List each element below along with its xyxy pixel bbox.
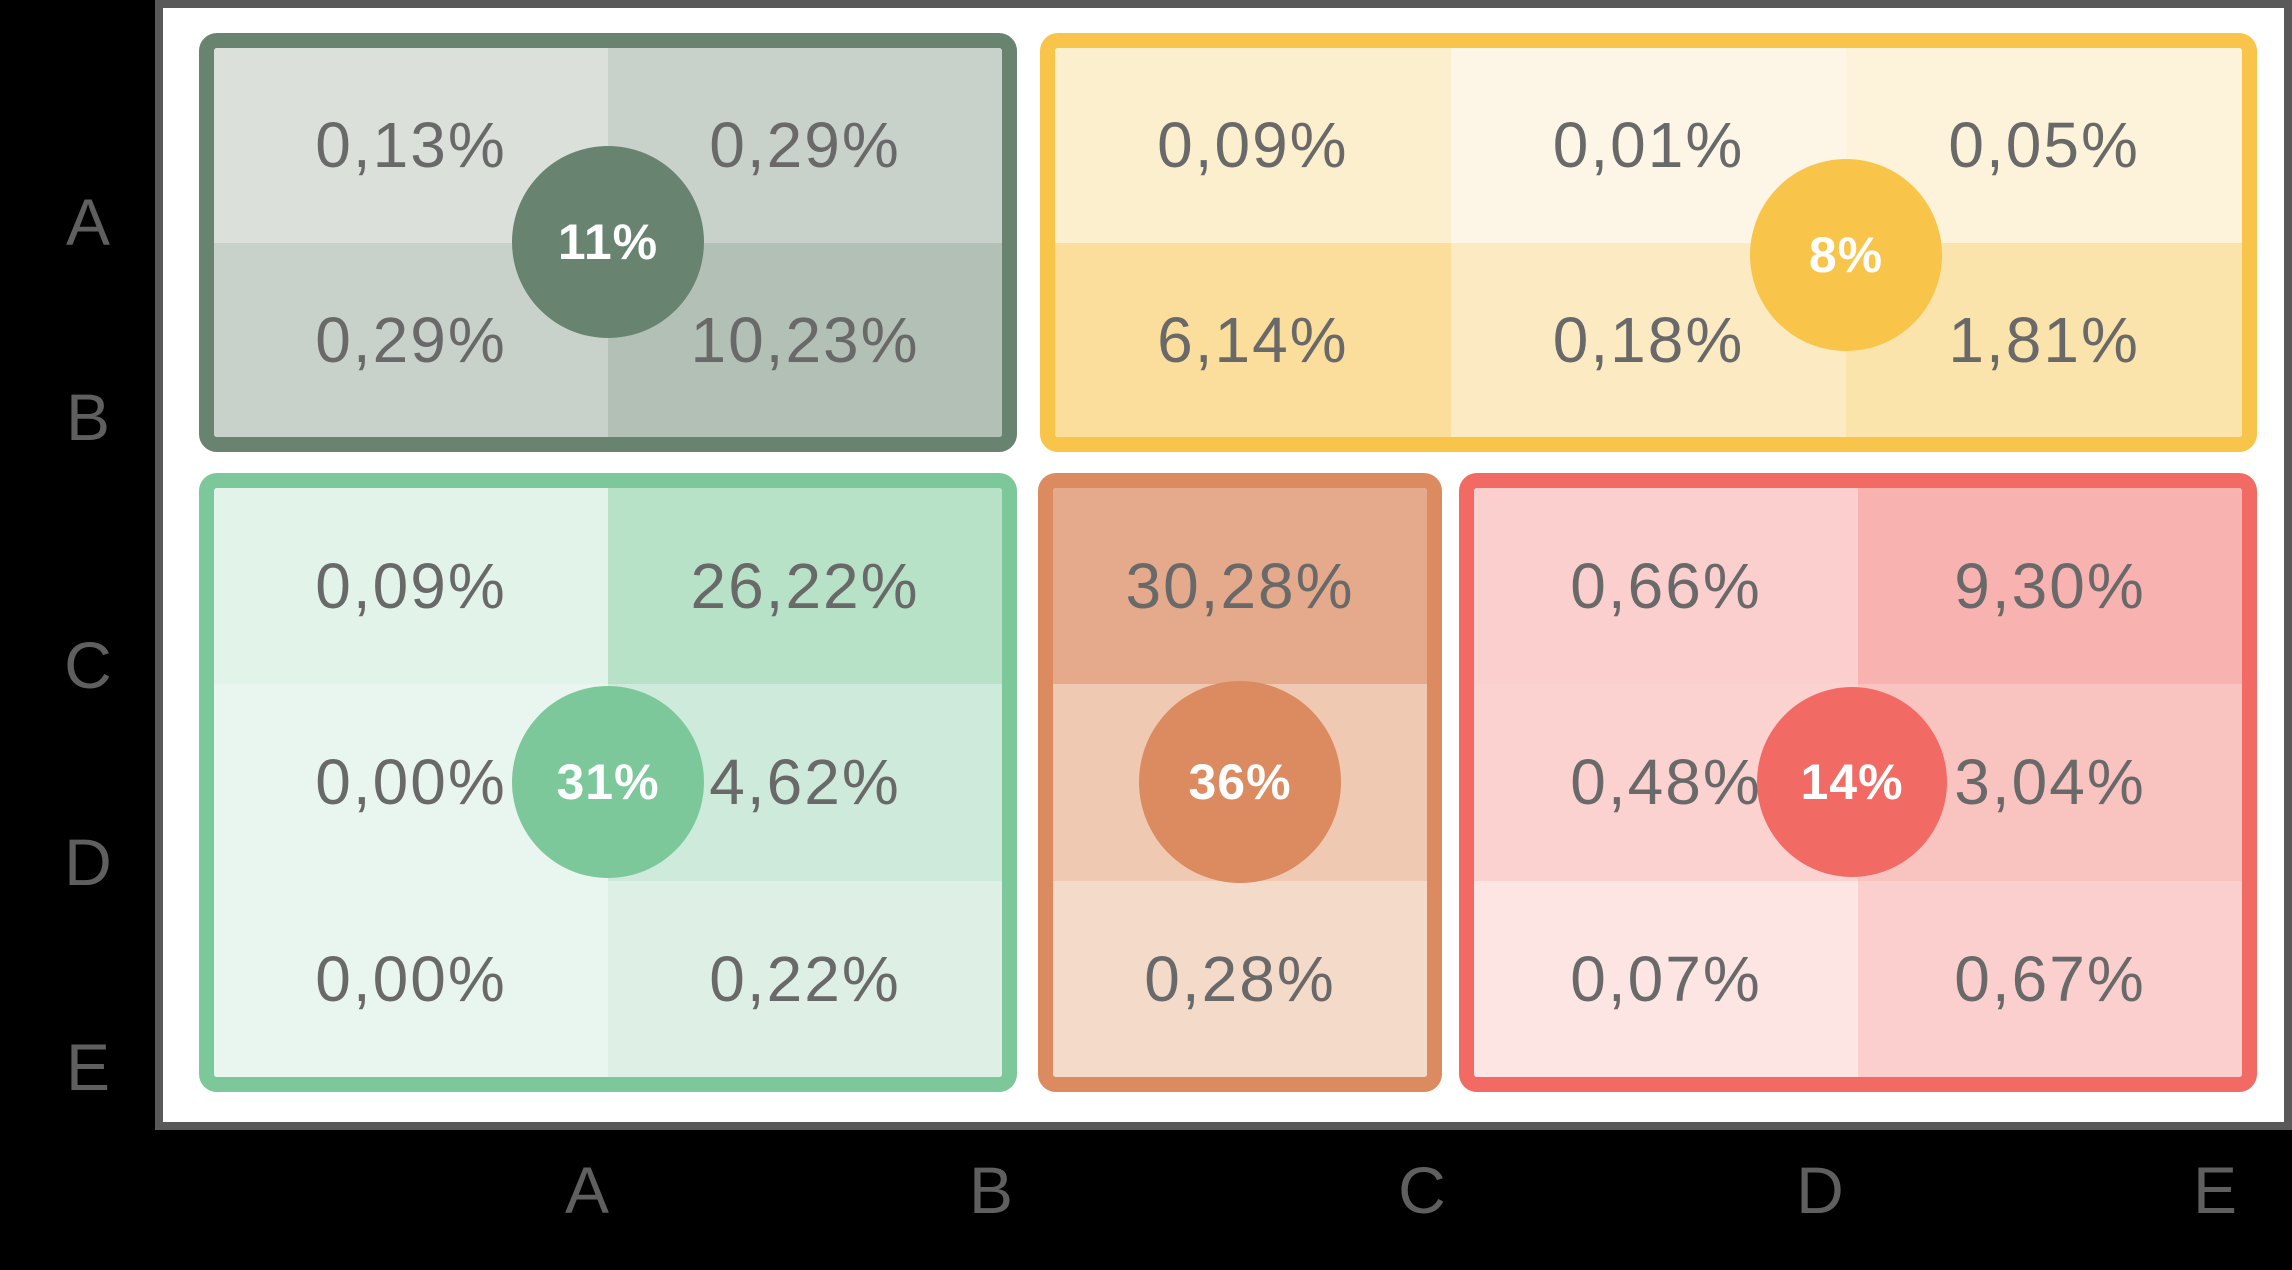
y-axis-label: E [65, 1030, 111, 1104]
group-total-label: 11% [557, 214, 659, 270]
matrix-cell: 0,00% [214, 880, 608, 1077]
matrix-cell: 30,28% [1053, 488, 1427, 685]
x-axis-label: A [564, 1153, 610, 1227]
matrix-cell: 0,07% [1474, 880, 1858, 1077]
group-total-bubble: 31% [512, 686, 704, 878]
matrix-group-top-right: 0,09% 0,01% 0,05% 6,14% 0,18% 1,81% [1040, 33, 2257, 452]
matrix-cell: 1,81% [1846, 242, 2242, 437]
x-axis-label: B [968, 1153, 1014, 1227]
matrix-cell: 9,30% [1858, 488, 2242, 685]
matrix-cell: 26,22% [608, 488, 1002, 685]
y-axis-label: C [64, 628, 112, 702]
y-axis-label: D [64, 825, 112, 899]
group-total-bubble: 36% [1139, 681, 1341, 883]
matrix-cell: 0,09% [1055, 48, 1451, 243]
matrix-cell: 0,09% [214, 488, 608, 685]
x-axis-label: E [2192, 1153, 2238, 1227]
group-total-label: 8% [1808, 227, 1884, 283]
y-axis-label: A [65, 185, 111, 259]
group-total-label: 14% [1800, 754, 1904, 810]
matrix-cell: 0,22% [608, 880, 1002, 1077]
x-axis-label: D [1796, 1153, 1844, 1227]
group-total-label: 36% [1188, 754, 1292, 810]
y-axis-label: B [65, 380, 111, 454]
group-total-label: 31% [556, 754, 660, 810]
group-total-bubble: 8% [1750, 159, 1942, 351]
matrix-cell: 0,05% [1846, 48, 2242, 243]
group-total-bubble: 11% [512, 146, 704, 338]
matrix-cell: 0,67% [1858, 880, 2242, 1077]
matrix-cell: 0,66% [1474, 488, 1858, 685]
x-axis-label: C [1398, 1153, 1446, 1227]
matrix-cell: 6,14% [1055, 242, 1451, 437]
group-total-bubble: 14% [1757, 687, 1947, 877]
matrix-cell: 0,28% [1053, 880, 1427, 1077]
